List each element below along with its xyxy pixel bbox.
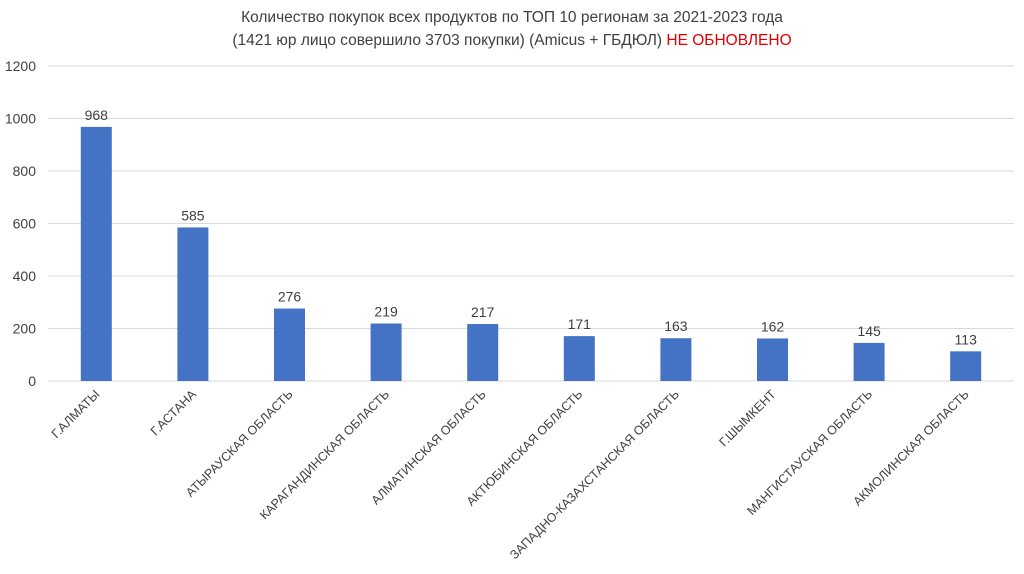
x-tick-label: Г.ШЫМКЕНТ bbox=[716, 387, 778, 449]
bar bbox=[370, 323, 402, 381]
data-label: 113 bbox=[955, 331, 978, 347]
x-tick-label: АТЫРАУСКАЯ ОБЛАСТЬ bbox=[183, 387, 295, 499]
bar bbox=[80, 126, 112, 382]
data-label: 145 bbox=[857, 323, 881, 339]
y-tick-label: 400 bbox=[13, 268, 37, 284]
bar bbox=[563, 336, 595, 381]
data-label: 585 bbox=[181, 207, 205, 223]
data-label: 171 bbox=[568, 316, 592, 332]
bar bbox=[950, 351, 982, 381]
x-tick-label: Г.АСТАНА bbox=[148, 387, 200, 439]
y-tick-label: 600 bbox=[13, 216, 37, 232]
data-label: 163 bbox=[664, 318, 688, 334]
x-tick-label: АЛМАТИНСКАЯ ОБЛАСТЬ bbox=[369, 387, 489, 507]
data-label: 217 bbox=[471, 304, 495, 320]
y-tick-label: 0 bbox=[28, 373, 36, 389]
data-label: 276 bbox=[278, 289, 302, 305]
bars bbox=[80, 126, 982, 382]
y-tick-label: 200 bbox=[13, 321, 37, 337]
y-axis: 0 200 400 600 800 1000 1200 bbox=[5, 58, 36, 389]
data-labels: 968 585 276 219 217 171 163 162 145 113 bbox=[85, 107, 977, 347]
x-tick-label: Г.АЛМАТЫ bbox=[49, 387, 103, 441]
chart-title: Количество покупок всех продуктов по ТОП… bbox=[0, 6, 1024, 52]
x-tick-label: АКМОЛИНСКАЯ ОБЛАСТЬ bbox=[850, 387, 971, 508]
y-tick-label: 1000 bbox=[5, 111, 36, 127]
y-tick-label: 800 bbox=[13, 163, 37, 179]
gridlines bbox=[48, 65, 1014, 382]
bar bbox=[660, 338, 692, 381]
y-tick-label: 1200 bbox=[5, 58, 36, 74]
not-updated-flag: НЕ ОБНОВЛЕНО bbox=[666, 32, 792, 49]
bar bbox=[757, 338, 788, 381]
chart-title-line-2-text: (1421 юр лицо совершило 3703 покупки) (A… bbox=[232, 32, 663, 49]
chart-title-line-2: (1421 юр лицо совершило 3703 покупки) (A… bbox=[0, 29, 1024, 52]
bar bbox=[177, 227, 209, 381]
data-label: 219 bbox=[374, 304, 398, 320]
bar bbox=[467, 324, 499, 381]
x-tick-label: ЗАПАДНО-КАЗАХСТАНСКАЯ ОБЛАСТЬ bbox=[507, 387, 682, 562]
x-tick-label: АКТЮБИНСКАЯ ОБЛАСТЬ bbox=[464, 387, 586, 509]
bar bbox=[853, 342, 885, 381]
data-label: 162 bbox=[761, 318, 785, 334]
bar bbox=[274, 308, 305, 381]
chart-title-line-1: Количество покупок всех продуктов по ТОП… bbox=[241, 9, 783, 26]
data-label: 968 bbox=[85, 107, 109, 123]
